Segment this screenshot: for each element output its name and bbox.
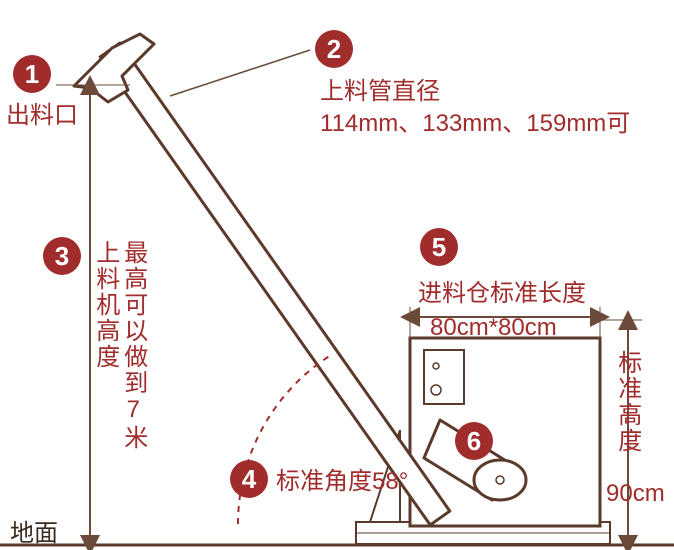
label-tube-diameter-values: 114mm、133mm、159mm可 xyxy=(320,108,630,139)
label-ground: 地面 xyxy=(10,518,58,549)
badge-3-num: 3 xyxy=(55,241,69,272)
label-angle: 标准角度58° xyxy=(276,466,408,497)
label-hopper-length-value: 80cm*80cm xyxy=(430,312,557,343)
badge-6: 6 xyxy=(455,422,493,460)
badge-4-num: 4 xyxy=(242,464,256,495)
label-machine-height-value: 最高可以做到7米 xyxy=(118,240,147,451)
badge-3: 3 xyxy=(43,237,81,275)
label-tube-diameter-title: 上料管直径 xyxy=(320,76,440,107)
label-std-height-value: 90cm xyxy=(606,478,665,509)
badge-2-num: 2 xyxy=(327,34,341,65)
badge-5-num: 5 xyxy=(432,232,446,263)
badge-1-num: 1 xyxy=(25,59,39,90)
badge-4: 4 xyxy=(230,460,268,498)
badge-6-num: 6 xyxy=(467,426,481,457)
label-machine-height-title: 上料机高度 xyxy=(90,240,119,370)
badge-2: 2 xyxy=(315,30,353,68)
label-std-height-title: 标准高度 xyxy=(612,350,641,454)
label-outlet: 出料口 xyxy=(6,100,78,131)
badge-1: 1 xyxy=(13,55,51,93)
label-hopper-length-title: 进料仓标准长度 xyxy=(418,278,586,309)
badge-5: 5 xyxy=(420,228,458,266)
